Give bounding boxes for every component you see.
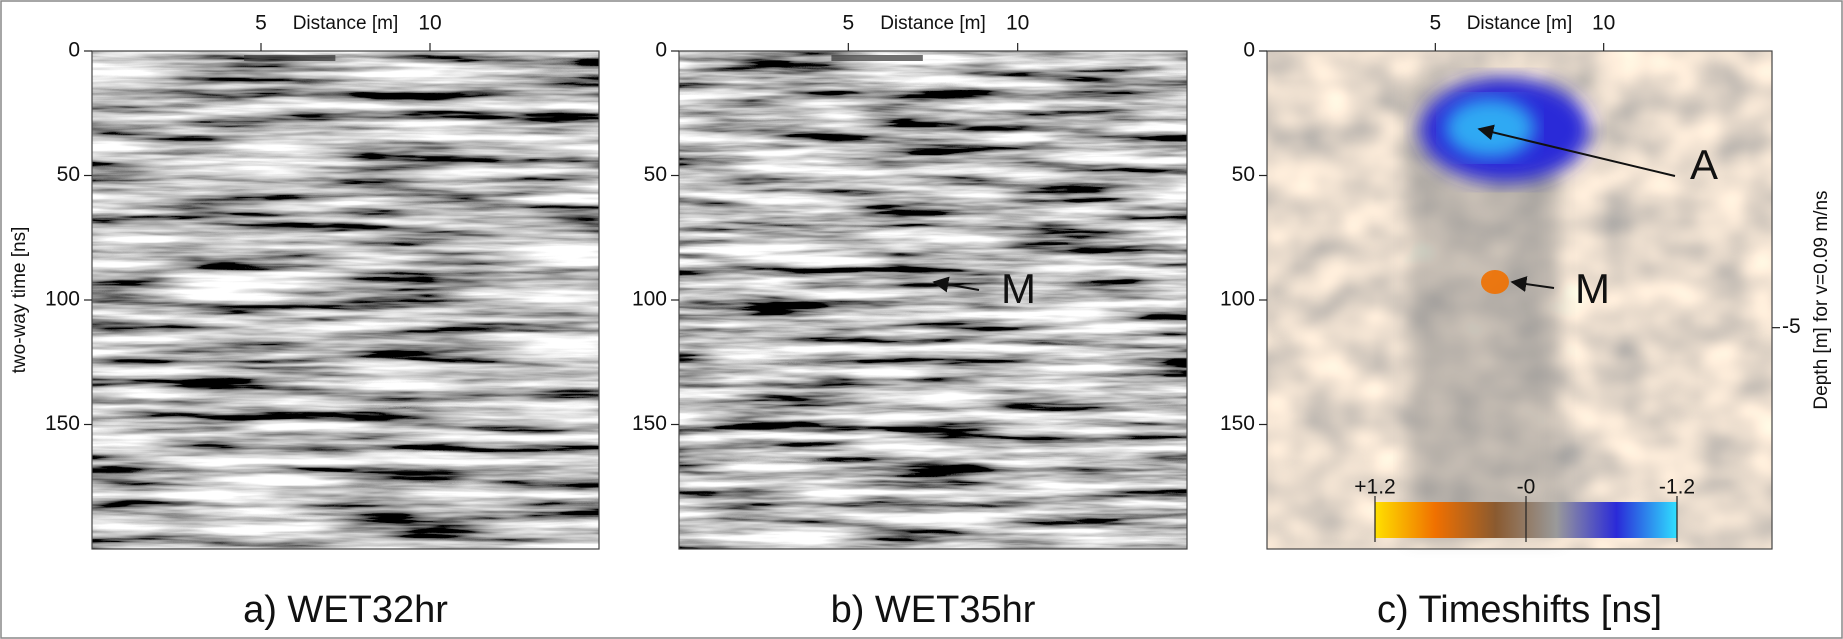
colorbar-tick-label: -0 <box>1517 476 1536 499</box>
surface-band <box>244 55 336 61</box>
panel-title: b) WET35hr <box>831 589 1036 631</box>
y-tick-label: 100 <box>632 288 667 311</box>
x-axis-label: Distance [m] <box>293 13 399 34</box>
y-tick-label: 50 <box>644 163 667 186</box>
x-tick-label: 10 <box>1006 12 1029 35</box>
annotation-arrow <box>932 276 980 293</box>
radargram <box>679 51 1187 549</box>
x-axis-label: Distance [m] <box>880 13 986 34</box>
x-tick-label: 5 <box>842 12 854 35</box>
x-tick-label: 5 <box>1429 12 1441 35</box>
y-tick-label: 0 <box>1243 39 1255 62</box>
annotation: A <box>1690 141 1718 188</box>
y-tick-label: 100 <box>1220 288 1255 311</box>
radargram <box>92 51 599 549</box>
surface-band <box>831 55 923 61</box>
y-tick-label: 150 <box>45 412 80 435</box>
panel-title: a) WET32hr <box>243 589 448 631</box>
y-tick-label: 150 <box>632 412 667 435</box>
y2-tick-label: -5 <box>1782 315 1801 338</box>
x-tick-label: 10 <box>1592 12 1615 35</box>
y2-axis-label: Depth [m] for v=0.09 m/ns <box>1811 190 1832 409</box>
panel-title: c) Timeshifts [ns] <box>1377 589 1662 631</box>
annotation-arrow <box>1477 124 1676 177</box>
x-axis-label: Distance [m] <box>1467 13 1573 34</box>
colorbar-tick-label: +1.2 <box>1354 476 1395 499</box>
y-tick-label: 0 <box>655 39 667 62</box>
y-tick-label: 50 <box>1232 163 1255 186</box>
y-tick-label: 150 <box>1220 412 1255 435</box>
x-tick-label: 5 <box>255 12 267 35</box>
y-tick-label: 50 <box>57 163 80 186</box>
x-tick-label: 10 <box>418 12 441 35</box>
anomaly-m <box>1481 270 1509 294</box>
y-tick-label: 0 <box>68 39 80 62</box>
y-tick-label: 100 <box>45 288 80 311</box>
colorbar-tick-label: -1.2 <box>1659 476 1695 499</box>
y-axis-label: two-way time [ns] <box>9 227 30 374</box>
annotation-arrow <box>1510 276 1555 292</box>
annotation: M <box>1575 265 1610 312</box>
annotation: M <box>1001 265 1036 312</box>
anomaly-a-core <box>1445 98 1535 158</box>
